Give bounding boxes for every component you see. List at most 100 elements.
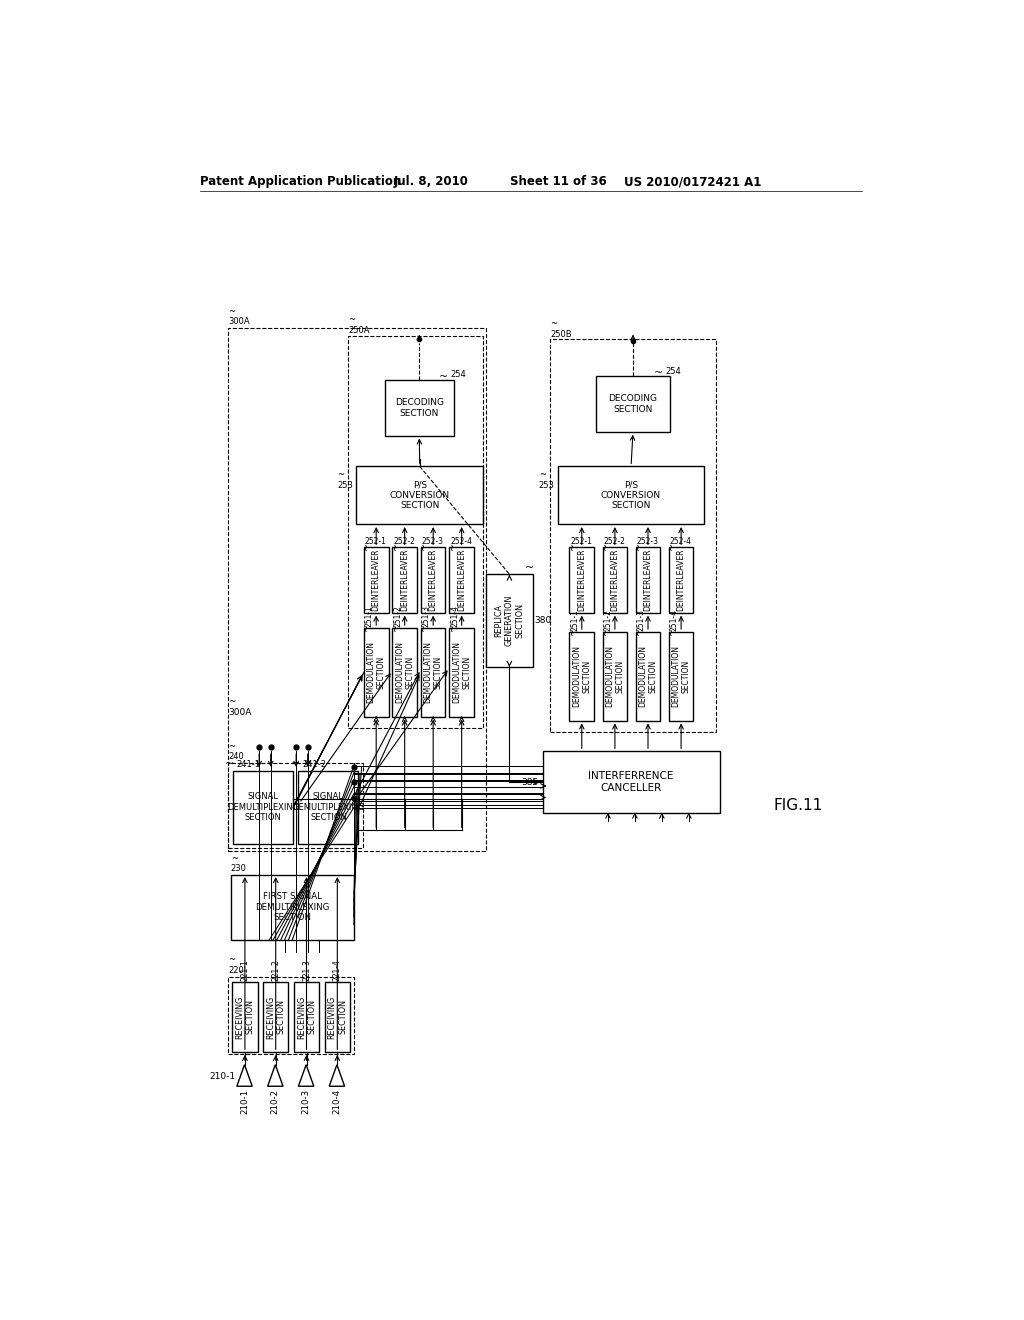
Text: 252-2: 252-2 (393, 537, 415, 546)
Text: FIG.11: FIG.11 (773, 797, 822, 813)
Bar (364, 548, 388, 612)
Text: Patent Application Publication: Patent Application Publication (200, 176, 401, 187)
Text: DEMODULATION
SECTION: DEMODULATION SECTION (367, 642, 386, 704)
Text: 241-2: 241-2 (302, 760, 327, 770)
Text: 251-3: 251-3 (637, 610, 645, 631)
Text: ~: ~ (668, 543, 677, 550)
Text: ~
230: ~ 230 (230, 854, 247, 873)
Text: ~
250B: ~ 250B (550, 319, 571, 339)
Text: ~
220: ~ 220 (228, 956, 244, 974)
Text: ~: ~ (362, 543, 373, 550)
Bar (228, 327, 486, 851)
Text: SIGNAL
DEMULTIPLEXING
SECTION: SIGNAL DEMULTIPLEXING SECTION (227, 792, 299, 822)
Bar (450, 548, 474, 612)
Text: 385: 385 (521, 777, 539, 787)
Bar (392, 548, 417, 612)
Text: ~: ~ (524, 564, 535, 573)
Text: ~: ~ (568, 627, 578, 635)
Text: DEMODULATION
SECTION: DEMODULATION SECTION (672, 645, 691, 708)
Text: 252-1: 252-1 (570, 537, 592, 546)
Text: 221-2: 221-2 (271, 960, 281, 981)
Text: RECEIVING
SECTION: RECEIVING SECTION (297, 995, 316, 1039)
Bar (550, 339, 716, 733)
Text: DEMODULATION
SECTION: DEMODULATION SECTION (605, 645, 625, 708)
Text: ~: ~ (419, 623, 429, 631)
Text: 251-4: 251-4 (451, 606, 459, 627)
Text: ~: ~ (654, 368, 664, 378)
Text: ~: ~ (391, 623, 400, 631)
Text: DEMODULATION
SECTION: DEMODULATION SECTION (424, 642, 442, 704)
Text: ~: ~ (362, 623, 373, 631)
Bar (669, 632, 693, 721)
Bar (602, 632, 628, 721)
Text: 221-3: 221-3 (302, 958, 311, 981)
Bar (450, 628, 474, 717)
Text: DEINTERLEAVER: DEINTERLEAVER (643, 549, 652, 611)
Text: DEINTERLEAVER: DEINTERLEAVER (400, 549, 410, 611)
Bar (348, 335, 483, 729)
Bar (230, 875, 354, 940)
Text: DEMODULATION
SECTION: DEMODULATION SECTION (452, 642, 471, 704)
Text: ~
300A: ~ 300A (228, 697, 252, 717)
Text: 251-2: 251-2 (603, 610, 612, 631)
Bar (596, 376, 670, 432)
Text: INTERFERRENCE
CANCELLER: INTERFERRENCE CANCELLER (589, 771, 674, 793)
Text: ~: ~ (668, 627, 677, 635)
Text: ~: ~ (391, 543, 400, 550)
Text: 252-1: 252-1 (365, 537, 386, 546)
Text: ~
253: ~ 253 (539, 470, 555, 490)
Text: DECODING
SECTION: DECODING SECTION (608, 395, 657, 413)
Text: ~: ~ (225, 759, 234, 770)
Text: Sheet 11 of 36: Sheet 11 of 36 (510, 176, 606, 187)
Text: ~: ~ (447, 623, 458, 631)
Text: DEMODULATION
SECTION: DEMODULATION SECTION (572, 645, 592, 708)
Bar (636, 632, 660, 721)
Text: 380: 380 (535, 616, 551, 624)
Text: 252-4: 252-4 (451, 537, 472, 546)
Text: ~: ~ (634, 627, 644, 635)
Bar (486, 574, 532, 667)
Text: 251-4: 251-4 (670, 610, 679, 631)
Text: DECODING
SECTION: DECODING SECTION (395, 399, 443, 417)
Text: 254: 254 (451, 371, 466, 379)
Text: ~
250A: ~ 250A (348, 315, 370, 335)
Text: 210-1: 210-1 (240, 1089, 249, 1114)
Text: SIGNAL
DEMULTIPLEXING
SECTION: SIGNAL DEMULTIPLEXING SECTION (292, 792, 365, 822)
Text: 254: 254 (666, 367, 681, 376)
Text: RECEIVING
SECTION: RECEIVING SECTION (266, 995, 286, 1039)
Text: ~: ~ (634, 543, 644, 550)
Text: 251-1: 251-1 (570, 610, 580, 631)
Text: ~: ~ (601, 627, 611, 635)
Bar (602, 548, 628, 612)
Bar (298, 771, 358, 843)
Bar (228, 977, 354, 1053)
Text: ~: ~ (447, 543, 458, 550)
Text: RECEIVING
SECTION: RECEIVING SECTION (328, 995, 347, 1039)
Text: DEMODULATION
SECTION: DEMODULATION SECTION (638, 645, 657, 708)
Bar (421, 628, 445, 717)
Text: DEINTERLEAVER: DEINTERLEAVER (610, 549, 620, 611)
Bar (356, 466, 483, 524)
Text: ~: ~ (419, 543, 429, 550)
Text: 251-1: 251-1 (365, 606, 374, 627)
Text: 210-4: 210-4 (333, 1089, 341, 1114)
Bar (232, 982, 258, 1052)
Text: ~
253: ~ 253 (337, 470, 353, 490)
Text: 251-2: 251-2 (393, 606, 402, 627)
Text: 252-4: 252-4 (670, 537, 691, 546)
Bar (364, 628, 388, 717)
Bar (543, 751, 720, 813)
Bar (569, 632, 594, 721)
Text: DEMODULATION
SECTION: DEMODULATION SECTION (395, 642, 415, 704)
Text: DEINTERLEAVER: DEINTERLEAVER (578, 549, 587, 611)
Bar (421, 548, 445, 612)
Text: ~: ~ (568, 543, 578, 550)
Text: DEINTERLEAVER: DEINTERLEAVER (677, 549, 686, 611)
Text: 252-3: 252-3 (637, 537, 658, 546)
Bar (569, 548, 594, 612)
Text: DEINTERLEAVER: DEINTERLEAVER (372, 549, 381, 611)
Bar (228, 763, 364, 847)
Text: 251-3: 251-3 (422, 606, 431, 627)
Text: ~: ~ (601, 543, 611, 550)
Text: DEINTERLEAVER: DEINTERLEAVER (457, 549, 466, 611)
